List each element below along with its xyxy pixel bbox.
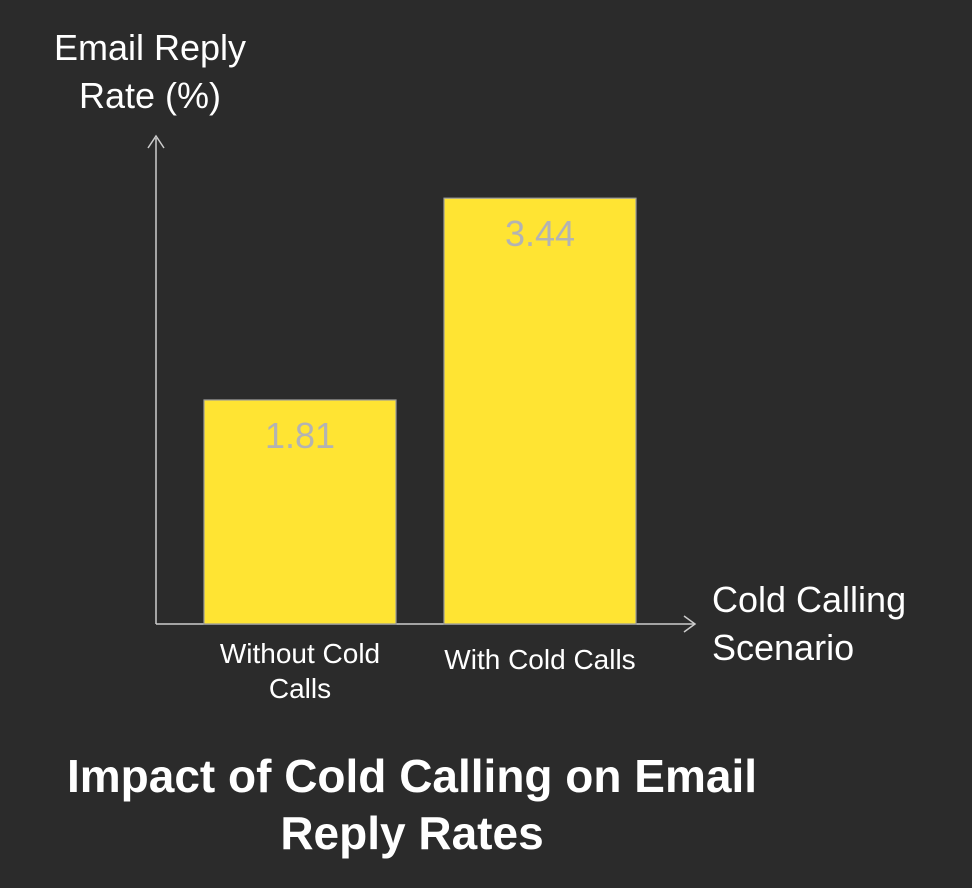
bar-2 bbox=[443, 197, 637, 625]
y-axis-arrow bbox=[147, 134, 165, 149]
data-labels: 1.81 3.44 bbox=[265, 213, 575, 456]
x-tick-labels: Without Cold Calls With Cold Calls bbox=[220, 638, 636, 704]
x-axis-label-line-1: Cold Calling bbox=[712, 579, 906, 620]
chart-title-line-1: Impact of Cold Calling on Email bbox=[67, 750, 757, 802]
chart-title-line-2: Reply Rates bbox=[280, 807, 543, 859]
x-axis-arrow bbox=[683, 615, 697, 633]
bars bbox=[203, 197, 637, 625]
data-label-1: 1.81 bbox=[265, 415, 335, 456]
x-tick-label-2-line-1: With Cold Calls bbox=[444, 644, 635, 675]
x-axis-label-line-2: Scenario bbox=[712, 627, 854, 668]
y-axis-label-line-2: Rate (%) bbox=[79, 75, 221, 116]
x-tick-label-1-line-2: Calls bbox=[269, 673, 331, 704]
y-axis bbox=[147, 134, 165, 624]
data-label-2: 3.44 bbox=[505, 213, 575, 254]
bar-1 bbox=[203, 399, 397, 625]
y-axis-label-line-1: Email Reply bbox=[54, 27, 246, 68]
x-tick-label-1-line-1: Without Cold bbox=[220, 638, 380, 669]
